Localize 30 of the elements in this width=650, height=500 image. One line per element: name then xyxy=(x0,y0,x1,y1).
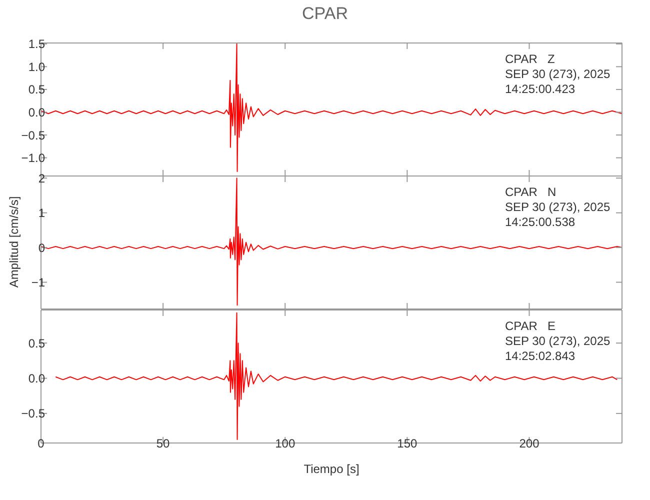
annotation: 14:25:02.843 xyxy=(505,349,576,364)
annotation: CPAR N xyxy=(505,185,558,200)
y-tick-label: 2 xyxy=(38,171,46,186)
y-tick-label: −0.5 xyxy=(21,406,46,421)
x-tick-label: 150 xyxy=(397,436,418,451)
y-tick-label: −1.0 xyxy=(21,151,46,166)
y-tick-label: 0.5 xyxy=(28,336,46,350)
y-tick-label: −0.5 xyxy=(21,128,46,142)
annotation: 14:25:00.423 xyxy=(505,82,576,97)
line-series xyxy=(55,312,618,440)
y-tick-label: 1 xyxy=(38,206,46,220)
x-tick-label: 100 xyxy=(275,436,296,451)
y-tick-label: 0.5 xyxy=(28,82,46,97)
annotation: SEP 30 (273), 2025 xyxy=(505,200,610,215)
annotation: SEP 30 (273), 2025 xyxy=(505,67,610,82)
x-tick-label: 50 xyxy=(156,436,170,451)
annotation: SEP 30 (273), 2025 xyxy=(505,334,610,349)
annotation: CPAR Z xyxy=(505,52,556,67)
x-tick-label: 200 xyxy=(519,436,540,451)
y-axis-title: Amplitud [cm/s/s] xyxy=(7,196,21,288)
annotation: CPAR E xyxy=(505,319,556,334)
y-tick-label: 0.0 xyxy=(28,105,46,120)
annotation: 14:25:00.538 xyxy=(505,215,576,230)
y-tick-label: 1.0 xyxy=(28,60,46,74)
chart-title: CPAR xyxy=(301,4,349,24)
y-tick-label: 0 xyxy=(38,240,46,255)
x-axis-title: Tiempo [s] xyxy=(302,462,360,476)
y-tick-label: −1 xyxy=(31,276,46,290)
y-tick-label: 0.0 xyxy=(28,372,46,386)
y-tick-label: 1.5 xyxy=(28,37,46,52)
